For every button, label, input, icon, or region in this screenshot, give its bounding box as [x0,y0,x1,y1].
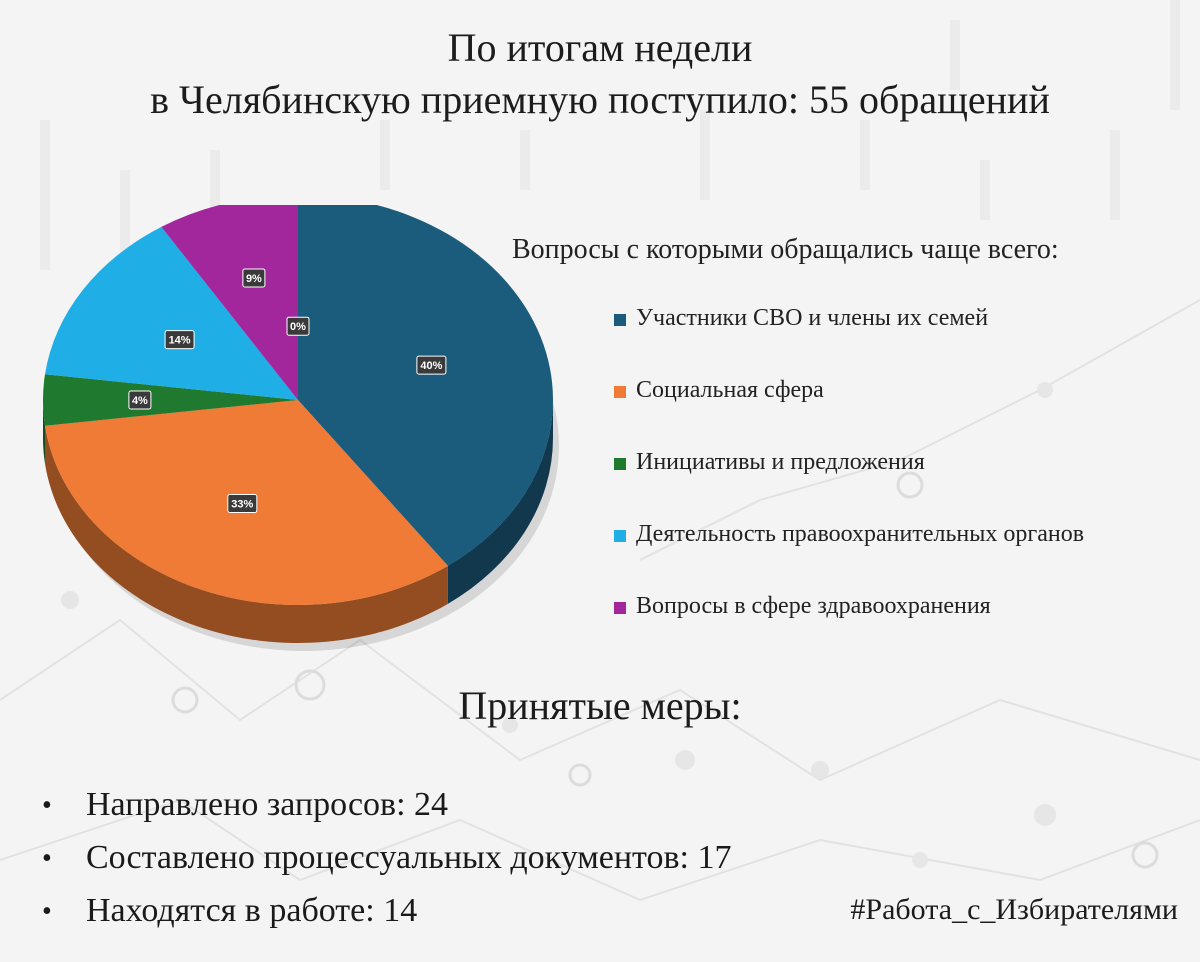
pie-data-label-text: 14% [169,335,191,347]
pie-slice [161,205,298,400]
chart-legend: Участники СВО и члены их семей Социальная… [614,305,1084,665]
measures-item: • Находятся в работе: 14 [42,892,731,945]
legend-item: Вопросы в сфере здравоохранения [614,593,1084,665]
legend-swatch [614,458,626,470]
pie-data-label: 9% [242,268,266,288]
legend-label: Деятельность правоохранительных органов [636,521,1085,547]
pie-data-label-box [164,330,195,350]
legend-swatch [614,386,626,398]
legend-swatch [614,530,626,542]
pie-side-wall [43,400,46,464]
title-line-1: По итогам недели [447,25,753,70]
pie-slice [45,226,299,400]
pie-data-label-box [242,268,266,288]
pie-data-label-text: 40% [420,360,442,372]
legend-swatch [614,602,626,614]
pie-data-label-box [286,316,310,336]
legend-swatch [614,314,626,326]
legend-item: Деятельность правоохранительных органов [614,521,1084,593]
measures-item-text: Находятся в работе: 14 [86,892,418,929]
measures-item-text: Составлено процессуальных документов: 17 [86,839,732,876]
measures-item: • Направлено запросов: 24 [42,786,731,839]
pie-chart: 40% 33% 4% 14% 9% 0% [42,205,559,651]
pie-data-label-box [416,355,447,375]
legend-label: Участники СВО и члены их семей [636,305,989,331]
legend-item: Участники СВО и члены их семей [614,305,1084,377]
legend-title: Вопросы с которыми обращались чаще всего… [512,234,1059,265]
pie-data-label: 0% [286,316,310,336]
page-title: По итогам недели в Челябинскую приемную … [0,22,1200,126]
bullet-icon: • [42,790,52,821]
measures-item: • Составлено процессуальных документов: 1… [42,839,731,892]
measures-item-text: Направлено запросов: 24 [86,786,449,823]
legend-label: Инициативы и предложения [636,449,925,475]
title-line-2: в Челябинскую приемную поступило: 55 обр… [150,77,1050,122]
pie-data-label: 14% [164,330,195,350]
pie-data-label-box [227,493,258,513]
pie-data-label-text: 4% [132,395,148,407]
pie-data-label-text: 33% [231,498,253,510]
legend-label: Вопросы в сфере здравоохранения [636,593,991,619]
legend-item: Инициативы и предложения [614,449,1084,521]
pie-data-label: 33% [227,493,258,513]
measures-title: Принятые меры: [458,683,742,728]
bullet-icon: • [42,843,52,874]
pie-slice [298,205,553,566]
pie-data-label-text: 9% [246,273,262,285]
pie-side-wall [447,400,553,604]
hashtag: #Работа_с_Избирателями [850,893,1178,926]
bullet-icon: • [42,896,52,927]
pie-data-label-text: 0% [290,321,306,333]
legend-label: Социальная сфера [636,377,824,403]
pie-data-label-box [128,390,152,410]
pie-data-label: 4% [128,390,152,410]
pie-slice [42,374,298,426]
pie-side-wall [45,425,448,643]
pie-data-label: 40% [416,355,447,375]
legend-item: Социальная сфера [614,377,1084,449]
measures-list: • Направлено запросов: 24 • Составлено про… [42,786,731,945]
